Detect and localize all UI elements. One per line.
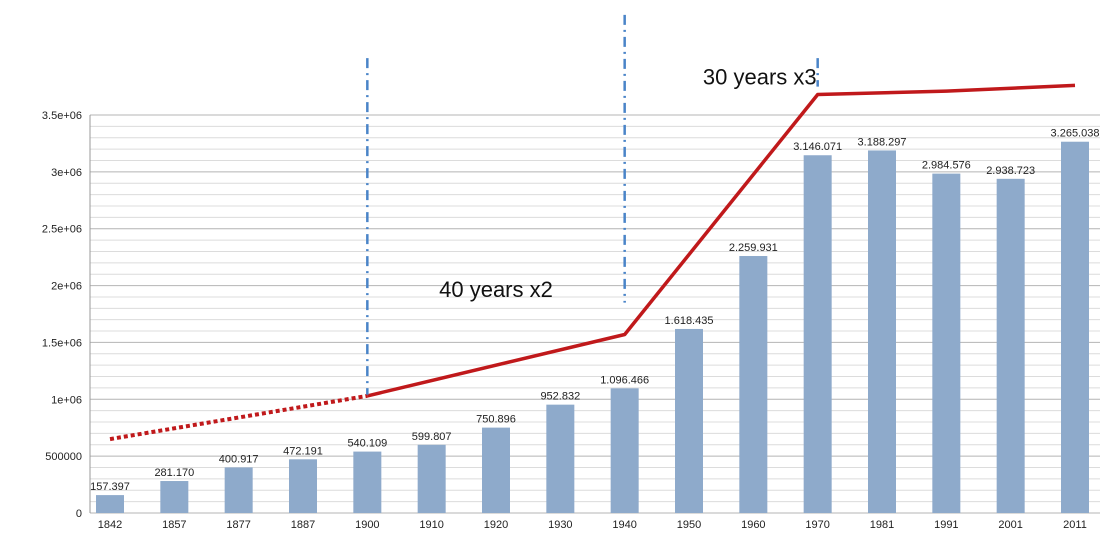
bar-2011 [1061, 141, 1089, 513]
data-label-1842: 157.397 [90, 481, 130, 493]
data-label-1887: 472.191 [283, 445, 323, 457]
bar-1970 [803, 155, 832, 514]
trend-line-projected [109, 393, 368, 442]
data-label-1930: 952.832 [540, 391, 580, 403]
bar-2001 [996, 178, 1025, 514]
y-tick-label: 3e+06 [51, 167, 82, 179]
data-label-1940: 1.096.466 [600, 374, 649, 386]
y-tick-label: 1.5e+06 [42, 337, 82, 349]
bars [96, 141, 1089, 514]
x-tick-label: 1920 [484, 519, 508, 531]
bar-1900 [353, 451, 382, 513]
data-label-1970: 3.146.071 [793, 141, 842, 153]
bar-1960 [739, 256, 768, 513]
bar-1910 [417, 444, 446, 513]
bar-1940 [610, 388, 639, 513]
y-tick-label: 1e+06 [51, 394, 82, 406]
data-label-1910: 599.807 [412, 431, 452, 443]
x-tick-label: 1940 [612, 519, 636, 531]
trend-line [109, 83, 1076, 442]
trend-line-actual [366, 83, 1076, 398]
data-label-1981: 3.188.297 [858, 136, 907, 148]
x-axis: 1842 1857 1877 1887 1900 1910 1920 1930 1940 1950… [98, 519, 1087, 531]
annotation-1: 40 years x2 [439, 277, 553, 302]
y-axis: 0 500000 1e+06 1.5e+06 2e+06 2.5e+06 3e+06 3.5e… [42, 110, 82, 520]
bar-1920 [482, 427, 510, 513]
data-label-1950: 1.618.435 [665, 315, 714, 327]
data-label-2001: 2.938.723 [986, 165, 1035, 177]
data-label-1900: 540.109 [347, 438, 387, 450]
data-label-1920: 750.896 [476, 414, 516, 426]
y-tick-label: 2e+06 [51, 281, 82, 293]
data-labels: 157.397 281.170 400.917 472.191 540.109 599.8… [90, 128, 1099, 493]
x-tick-label: 1900 [355, 519, 379, 531]
x-tick-label: 1991 [934, 519, 958, 531]
annotations: 40 years x2 30 years x3 [439, 64, 817, 302]
data-label-1857: 281.170 [154, 467, 194, 479]
data-label-1877: 400.917 [219, 453, 259, 465]
bar-1857 [160, 481, 189, 513]
x-tick-label: 1910 [419, 519, 443, 531]
x-tick-label: 1877 [226, 519, 250, 531]
x-tick-label: 2011 [1063, 519, 1087, 531]
data-label-2011: 3.265.038 [1051, 128, 1100, 140]
y-tick-label: 3.5e+06 [42, 110, 82, 122]
bar-1930 [546, 404, 575, 513]
bar-1842 [96, 495, 124, 513]
x-tick-label: 1930 [548, 519, 572, 531]
x-tick-label: 1960 [741, 519, 765, 531]
y-tick-label: 0 [76, 508, 82, 520]
x-tick-label: 1970 [805, 519, 829, 531]
bar-1950 [675, 328, 703, 513]
x-tick-label: 2001 [998, 519, 1022, 531]
x-tick-label: 1842 [98, 519, 122, 531]
bar-1981 [868, 150, 896, 514]
period-markers [366, 14, 819, 395]
bar-1877 [224, 467, 253, 513]
data-label-1960: 2.259.931 [729, 242, 778, 254]
y-tick-label: 500000 [45, 451, 82, 463]
annotation-2: 30 years x3 [703, 64, 817, 89]
data-label-1991: 2.984.576 [922, 160, 971, 172]
x-tick-label: 1950 [677, 519, 701, 531]
x-tick-label: 1981 [870, 519, 894, 531]
bar-1887 [289, 459, 317, 513]
x-tick-label: 1887 [291, 519, 315, 531]
y-tick-label: 2.5e+06 [42, 224, 82, 236]
x-tick-label: 1857 [162, 519, 186, 531]
grid-lines [89, 114, 1100, 514]
bar-1991 [932, 173, 961, 513]
